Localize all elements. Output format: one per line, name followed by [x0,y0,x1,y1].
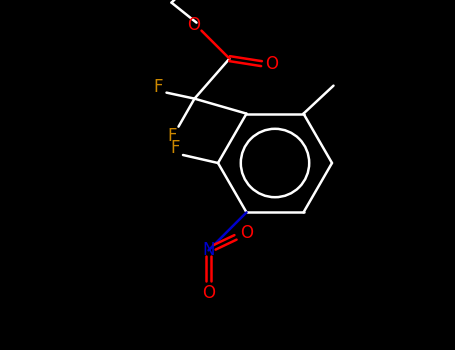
Text: O: O [202,284,215,302]
Text: O: O [240,224,253,242]
Text: O: O [187,16,200,34]
Text: F: F [170,139,180,157]
Text: N: N [202,241,215,259]
Text: F: F [168,127,177,145]
Text: F: F [154,78,163,96]
Text: O: O [265,55,278,73]
